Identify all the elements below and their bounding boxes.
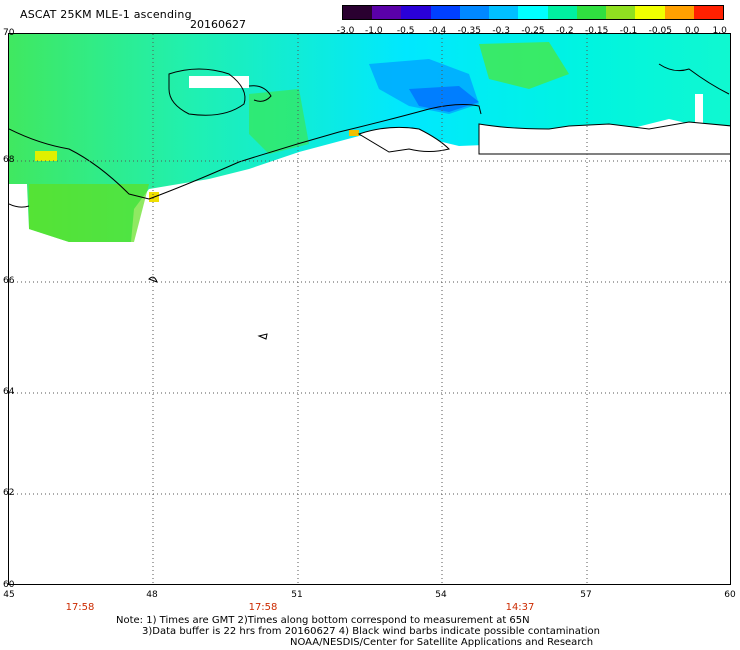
chart-title: ASCAT 25KM MLE-1 ascending (20, 8, 192, 21)
colorbar-label: -0.25 (521, 26, 545, 36)
colorbar-segment (518, 6, 548, 19)
colorbar-segment (401, 6, 431, 19)
data-patch-green-3 (249, 89, 309, 154)
data-patch-green-1 (479, 42, 569, 89)
time-label-2: 17:58 (248, 602, 278, 613)
land-coast-east-2 (478, 121, 730, 155)
map-panel (8, 33, 731, 585)
lon-label-51: 51 (291, 590, 303, 600)
lon-label-57: 57 (580, 590, 592, 600)
colorbar-segment (606, 6, 636, 19)
chart-date: 20160627 (190, 18, 246, 31)
data-gap-2 (695, 94, 703, 124)
colorbar-label: -0.2 (556, 26, 574, 36)
land-coast-east (357, 126, 450, 153)
colorbar-label: -1.0 (365, 26, 383, 36)
lon-label-48: 48 (146, 590, 158, 600)
colorbar-label: -0.05 (648, 26, 672, 36)
note-line-3: NOAA/NESDIS/Center for Satellite Applica… (290, 637, 594, 648)
colorbar-label: -0.3 (492, 26, 510, 36)
time-label-3: 14:37 (505, 602, 535, 613)
colorbar-label: 1.0 (712, 26, 727, 36)
lat-label-60: 60 (3, 580, 15, 590)
colorbar-label: -0.1 (619, 26, 638, 36)
colorbar-segment (547, 6, 577, 19)
colorbar-label: -0.15 (585, 26, 609, 36)
colorbar-segment (459, 6, 490, 19)
data-pixel-yellow-3 (349, 130, 359, 136)
colorbar-segment (430, 6, 460, 19)
lon-label-45: 45 (3, 590, 15, 600)
colorbar (342, 5, 724, 20)
lat-label-62: 62 (3, 488, 15, 498)
colorbar-segment (576, 6, 607, 19)
data-patch-blue-2 (409, 86, 479, 112)
map-svg (9, 34, 730, 584)
note-line-2: 3)Data buffer is 22 hrs from 20160627 4)… (142, 626, 600, 637)
colorbar-label: -0.4 (428, 26, 447, 36)
colorbar-segment (693, 6, 724, 19)
lon-label-60: 60 (724, 590, 736, 600)
time-label-1: 17:58 (65, 602, 95, 613)
colorbar-segment (343, 6, 373, 19)
grid-lines (9, 34, 730, 584)
note-line-1: Note: 1) Times are GMT 2)Times along bot… (116, 615, 530, 626)
colorbar-segment (489, 6, 519, 19)
colorbar-label: -0.35 (457, 26, 481, 36)
coastlines (9, 63, 730, 340)
lat-label-64: 64 (3, 387, 15, 397)
colorbar-label: -0.5 (396, 26, 415, 36)
data-patch-green-2 (29, 184, 149, 242)
data-gap (189, 76, 249, 88)
data-pixel-yellow (35, 151, 57, 161)
colorbar-label: 0.0 (684, 26, 700, 36)
lat-label-66: 66 (3, 276, 15, 286)
lat-label-70: 70 (3, 28, 15, 38)
lon-label-54: 54 (435, 590, 447, 600)
colorbar-segment (635, 6, 665, 19)
colorbar-segment (664, 6, 694, 19)
colorbar-label: -3.0 (336, 26, 355, 36)
colorbar-segment (372, 6, 402, 19)
lat-label-68: 68 (3, 155, 15, 165)
